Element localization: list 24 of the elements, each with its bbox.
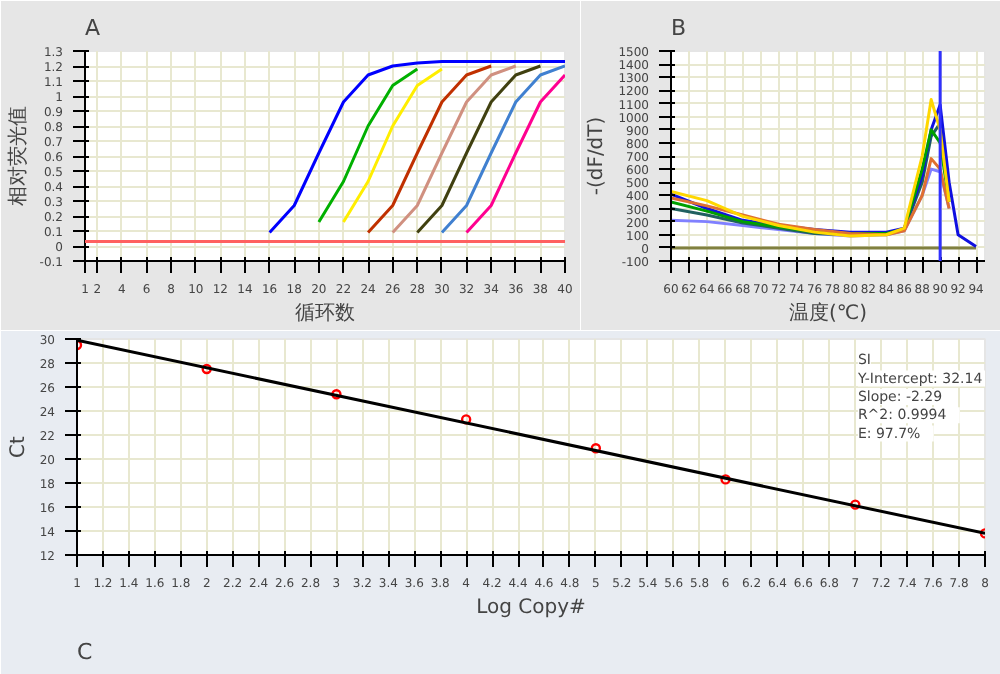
line-series <box>317 67 419 224</box>
line-series <box>391 64 518 234</box>
y-axis-title: Ct <box>7 435 30 458</box>
text: C <box>77 639 93 665</box>
x-axis-title: Log Copy# <box>476 597 586 619</box>
line-series <box>465 73 565 234</box>
x-axis-title: 循环数 <box>295 303 355 325</box>
point <box>850 499 861 510</box>
line-series <box>268 60 565 234</box>
chart-title: B <box>671 15 687 41</box>
line-series <box>366 64 493 234</box>
chart-title: A <box>85 15 101 41</box>
line-series <box>415 64 542 234</box>
y-axis-title: 相对荧光值 <box>5 106 30 206</box>
y-axis-title: -(dF/dT) <box>586 116 609 196</box>
line-series <box>671 98 951 238</box>
point <box>460 414 472 425</box>
line-series <box>440 64 565 234</box>
point <box>720 474 731 485</box>
x-axis-title: 温度(℃) <box>788 301 868 325</box>
point <box>201 363 212 375</box>
point <box>590 443 602 454</box>
line-series <box>341 67 444 224</box>
point <box>331 389 342 400</box>
